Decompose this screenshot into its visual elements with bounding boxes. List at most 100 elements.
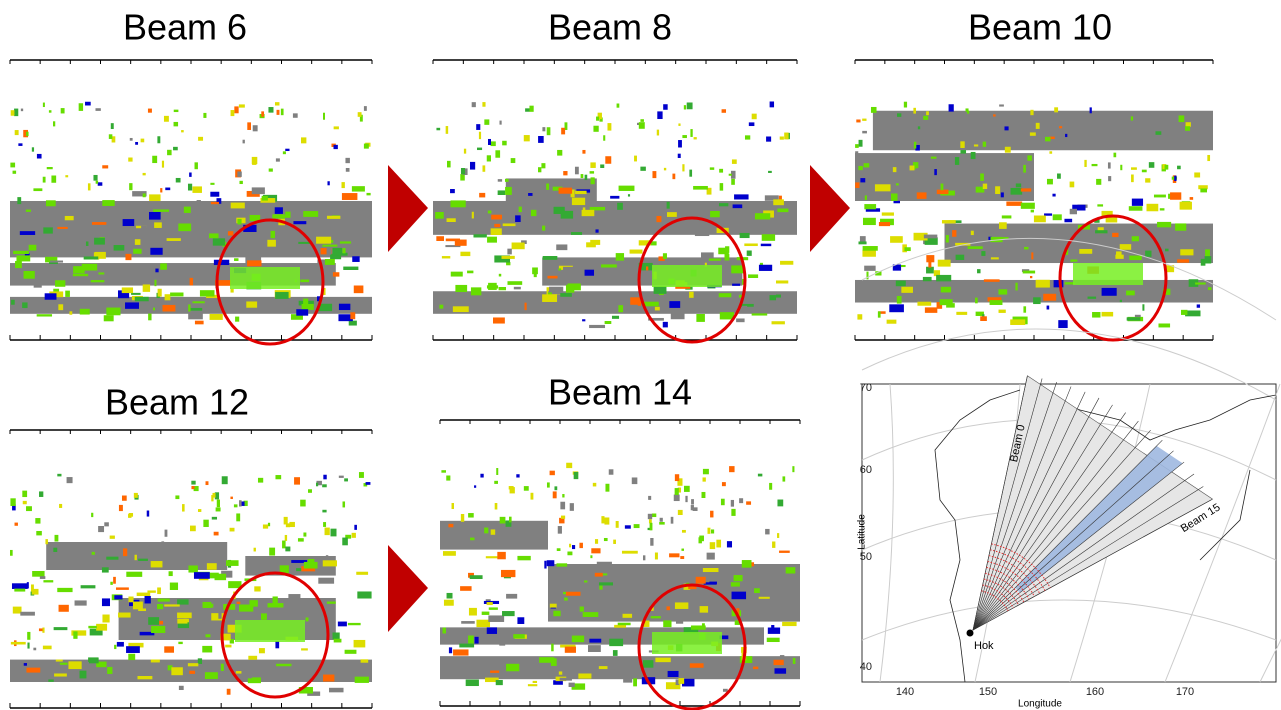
echo-cell <box>983 142 986 147</box>
echo-cell <box>102 165 108 168</box>
echo-cell <box>946 303 955 307</box>
echo-cell <box>542 127 545 131</box>
echo-cell <box>1158 323 1170 327</box>
echo-cell <box>26 506 32 511</box>
echo-cell <box>111 123 114 129</box>
echo-cell <box>102 567 109 572</box>
echo-cell <box>746 501 751 504</box>
echo-cell <box>113 577 116 584</box>
echo-cell <box>772 321 785 324</box>
echo-cell <box>37 314 52 316</box>
echo-cell <box>296 309 308 315</box>
echo-cell <box>167 238 181 241</box>
echo-cell <box>890 236 903 243</box>
echo-cell <box>772 541 775 547</box>
echo-cell <box>449 647 452 653</box>
echo-cell <box>343 501 346 507</box>
echo-cell <box>701 252 714 258</box>
echo-cell <box>268 603 284 607</box>
echo-cell <box>509 486 514 489</box>
echo-cell <box>605 156 611 164</box>
echo-cell <box>331 529 337 537</box>
echo-cell <box>634 156 637 162</box>
echo-cell <box>773 199 784 205</box>
echo-cell <box>955 157 959 165</box>
echo-cell <box>563 171 567 175</box>
echo-cell <box>96 624 107 631</box>
echo-cell <box>468 513 474 517</box>
echo-cell <box>480 474 483 478</box>
echo-cell <box>467 271 473 274</box>
echo-cell <box>448 524 453 527</box>
echo-cell <box>694 137 697 139</box>
echo-cell <box>285 547 290 552</box>
echo-cell <box>239 500 242 506</box>
echo-cell <box>119 505 123 511</box>
echo-cell <box>716 540 721 548</box>
echo-cell <box>710 211 720 217</box>
echo-cell <box>123 548 127 556</box>
echo-cell <box>769 483 772 490</box>
echo-cell <box>45 293 57 299</box>
echo-cell <box>499 121 501 125</box>
echo-cell <box>289 522 295 527</box>
echo-cell <box>707 553 715 560</box>
echo-cell <box>247 122 251 130</box>
echo-cell <box>1132 199 1143 206</box>
echo-cell <box>188 565 197 572</box>
echo-cell <box>141 226 147 230</box>
echo-cell <box>502 611 515 616</box>
echo-cell <box>793 658 796 664</box>
echo-cell <box>619 186 635 191</box>
echo-cell <box>479 132 481 139</box>
echo-cell <box>17 197 21 204</box>
echo-cell <box>663 253 667 259</box>
echo-cell <box>1054 107 1058 112</box>
echo-cell <box>503 223 516 226</box>
echo-cell <box>719 203 728 206</box>
echo-cell <box>999 310 1006 313</box>
echo-cell <box>557 548 561 551</box>
echo-cell <box>26 668 40 673</box>
echo-cell <box>209 233 218 238</box>
beam-panel: Beam 12 <box>10 382 372 708</box>
echo-cell <box>1064 219 1072 222</box>
figure-canvas: Beam 6Beam 8Beam 10Beam 12Beam 14 70 60 … <box>0 0 1281 710</box>
echo-cell <box>1021 188 1031 191</box>
echo-cell <box>1030 276 1032 278</box>
echo-cell <box>1024 247 1028 250</box>
echo-cell <box>102 200 114 206</box>
echo-cell <box>32 571 44 577</box>
echo-cell <box>731 509 735 516</box>
echo-cell <box>1108 162 1111 168</box>
echo-cell <box>79 103 83 111</box>
echo-cell <box>531 493 534 500</box>
echo-cell <box>740 233 750 238</box>
echo-cell <box>682 164 684 171</box>
echo-cell <box>731 500 734 507</box>
echo-cell <box>651 616 661 618</box>
echo-cell <box>1179 115 1185 122</box>
echo-cell <box>1131 116 1133 120</box>
echo-cell <box>1088 297 1097 299</box>
echo-cell <box>327 247 332 255</box>
echo-cell <box>525 303 527 310</box>
echo-cell <box>584 580 587 582</box>
echo-cell <box>896 183 899 185</box>
echo-cell <box>179 686 184 690</box>
echo-cell <box>655 553 658 560</box>
echo-cell <box>135 239 141 245</box>
echo-cell <box>507 281 522 285</box>
echo-cell <box>678 140 682 147</box>
echo-cell <box>488 615 504 622</box>
echo-cell <box>623 614 633 618</box>
echo-cell <box>937 190 949 194</box>
echo-cell <box>135 555 137 560</box>
echo-cell <box>241 675 252 678</box>
echo-cell <box>782 476 785 481</box>
echo-cell <box>1059 126 1062 128</box>
echo-cell <box>971 231 974 235</box>
echo-cell <box>1098 124 1101 130</box>
echo-cell <box>585 270 594 276</box>
echo-cell <box>21 109 23 112</box>
